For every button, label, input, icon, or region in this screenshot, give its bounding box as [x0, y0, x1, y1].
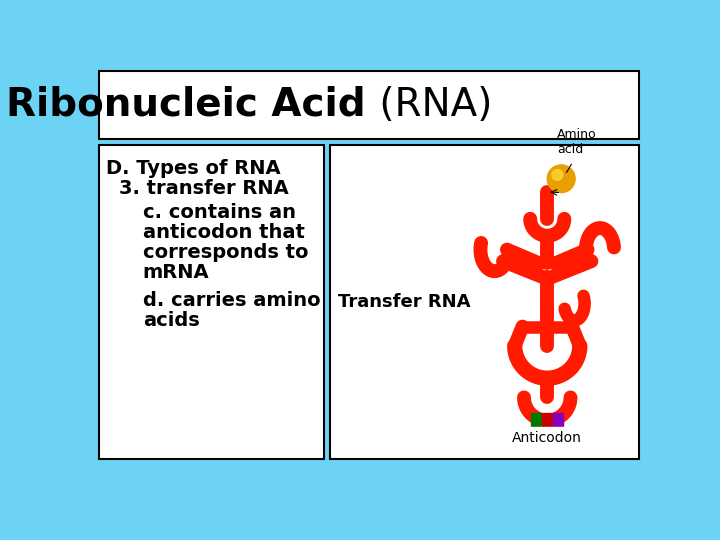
Text: (RNA): (RNA) [367, 86, 492, 124]
Text: Transfer RNA: Transfer RNA [338, 293, 470, 311]
Text: Amino
acid: Amino acid [557, 127, 597, 156]
Text: mRNA: mRNA [143, 264, 210, 282]
Text: Ribonucleic Acid: Ribonucleic Acid [6, 86, 366, 124]
Bar [553, 413, 563, 427]
Text: corresponds to: corresponds to [143, 244, 308, 262]
FancyBboxPatch shape [99, 71, 639, 139]
Text: Anticodon: Anticodon [513, 431, 582, 446]
Text: anticodon that: anticodon that [143, 224, 305, 242]
Bar [531, 413, 541, 427]
Bar [542, 413, 552, 427]
Text: D. Types of RNA: D. Types of RNA [106, 159, 280, 178]
Bar [526, 427, 574, 429]
Text: acids: acids [143, 311, 199, 330]
Text: 3. transfer RNA: 3. transfer RNA [120, 179, 289, 198]
FancyBboxPatch shape [330, 145, 639, 459]
FancyBboxPatch shape [99, 145, 324, 459]
Circle shape [552, 170, 563, 180]
Text: d. carries amino: d. carries amino [143, 291, 320, 310]
Text: c. contains an: c. contains an [143, 204, 296, 222]
Circle shape [547, 165, 575, 193]
